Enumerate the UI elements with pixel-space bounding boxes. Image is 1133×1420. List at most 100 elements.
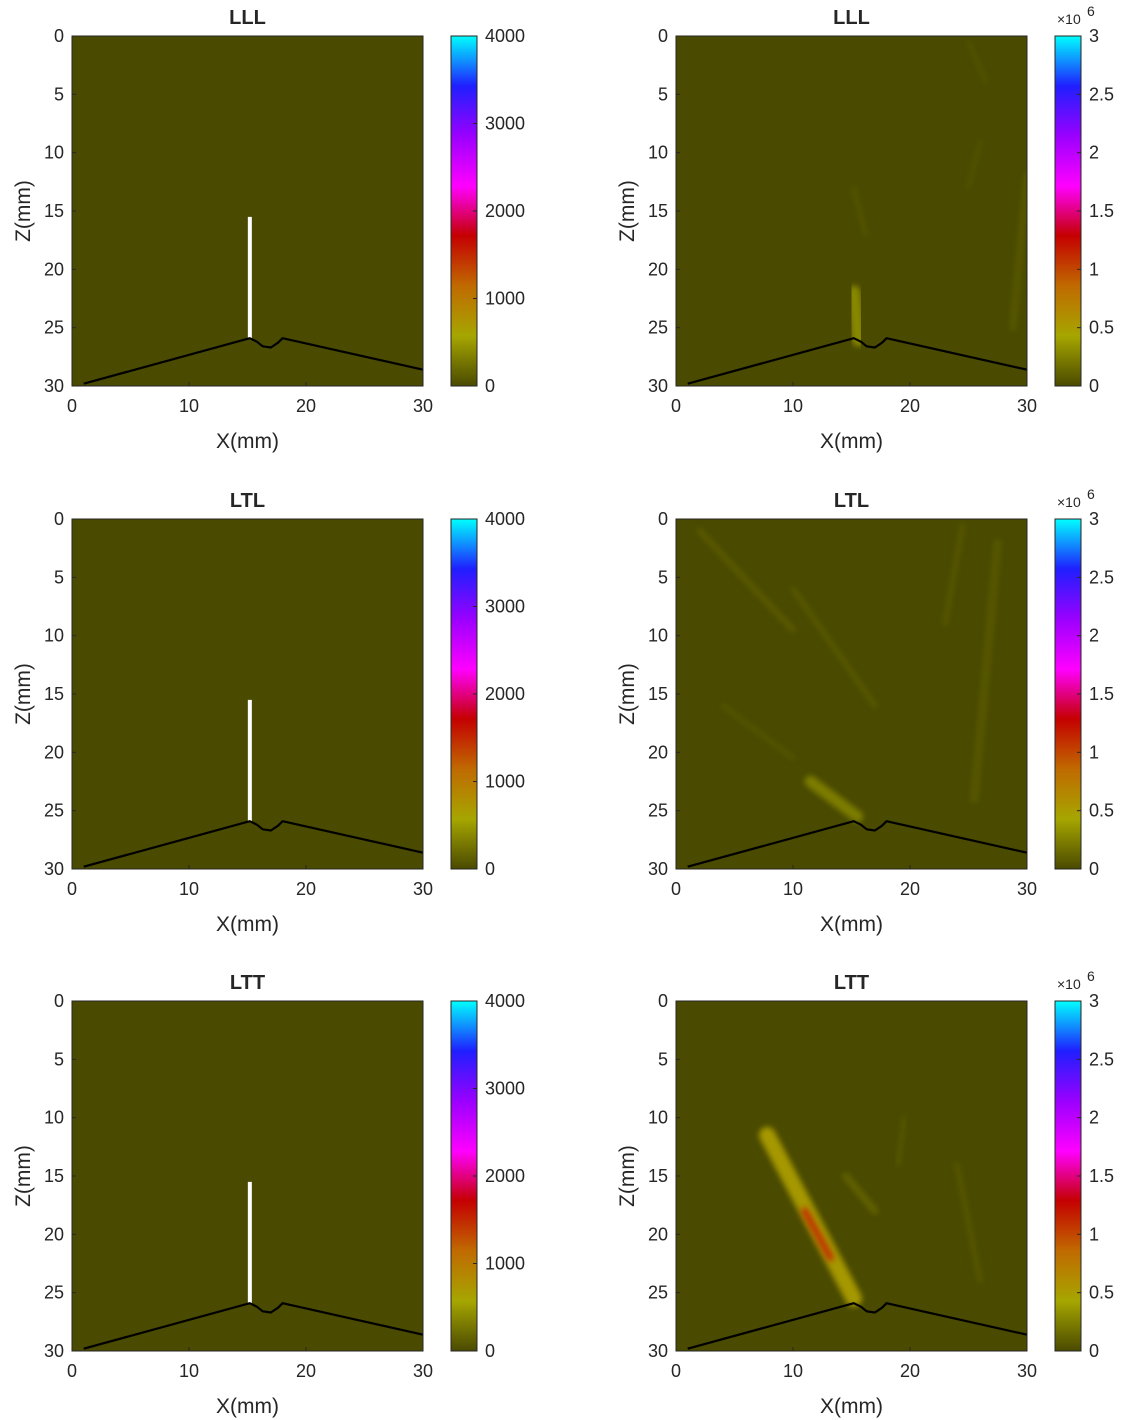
colorbar-tick-label: 4000 xyxy=(485,26,525,46)
x-tick-label: 20 xyxy=(900,879,920,899)
x-tick-label: 30 xyxy=(413,396,433,416)
intensity-streak xyxy=(842,1172,879,1215)
colorbar-tick-label: 0 xyxy=(485,1341,495,1361)
y-axis-label: Z(mm) xyxy=(616,663,639,725)
heatmap-field xyxy=(72,1001,423,1351)
colorbar-tick-label: 1000 xyxy=(485,772,525,792)
y-tick-label: 30 xyxy=(44,859,64,879)
intensity-streak xyxy=(801,1207,834,1262)
x-tick-label: 30 xyxy=(413,1361,433,1381)
interface-geometry xyxy=(83,337,424,385)
x-axis-label: X(mm) xyxy=(820,913,883,936)
x-tick-label: 10 xyxy=(179,396,199,416)
y-tick-label: 20 xyxy=(44,259,64,279)
x-tick-label: 10 xyxy=(783,879,803,899)
colorbar-tick-label: 1 xyxy=(1089,259,1099,279)
colorbar-exponent-base: ×10 xyxy=(1057,976,1081,992)
y-tick-label: 10 xyxy=(44,626,64,646)
heatmap-field xyxy=(72,36,423,386)
x-axis-label: X(mm) xyxy=(216,1395,279,1418)
x-tick-label: 20 xyxy=(296,879,316,899)
x-tick-label: 0 xyxy=(671,879,681,899)
x-tick-label: 10 xyxy=(179,879,199,899)
intensity-streak xyxy=(1009,172,1027,332)
colorbar-tick-label: 0 xyxy=(485,859,495,879)
y-tick-label: 10 xyxy=(648,626,668,646)
colorbar-tick-label: 2000 xyxy=(485,1166,525,1186)
y-tick-label: 0 xyxy=(658,509,668,529)
x-tick-label: 30 xyxy=(1017,1361,1037,1381)
y-tick-label: 15 xyxy=(44,201,64,221)
y-tick-label: 20 xyxy=(648,259,668,279)
colorbar-tick-label: 0 xyxy=(1089,376,1099,396)
y-tick-label: 15 xyxy=(44,684,64,704)
y-tick-label: 25 xyxy=(648,1283,668,1303)
y-tick-label: 15 xyxy=(648,1166,668,1186)
x-tick-label: 0 xyxy=(671,396,681,416)
x-axis-label: X(mm) xyxy=(216,913,279,936)
colorbar-tick-label: 0.5 xyxy=(1089,801,1114,821)
y-tick-label: 30 xyxy=(44,376,64,396)
y-tick-label: 20 xyxy=(648,1224,668,1244)
colorbar-tick-label: 2.5 xyxy=(1089,567,1114,587)
x-axis-label: X(mm) xyxy=(820,430,883,453)
intensity-streak xyxy=(696,527,796,633)
plot-title: LLL xyxy=(229,7,266,29)
x-tick-label: 20 xyxy=(900,396,920,416)
colorbar-tick-label: 0.5 xyxy=(1089,1283,1114,1303)
colorbar-tick-label: 0.5 xyxy=(1089,318,1114,338)
colorbar-tick-label: 1.5 xyxy=(1089,684,1114,704)
intensity-streak xyxy=(966,139,982,190)
colorbar-tick-label: 2 xyxy=(1089,143,1099,163)
colorbar-exponent-base: ×10 xyxy=(1057,494,1081,510)
colorbar-tick-label: 4000 xyxy=(485,509,525,529)
colorbar-tick-label: 1 xyxy=(1089,742,1099,762)
intensity-streak xyxy=(846,285,866,347)
y-tick-label: 20 xyxy=(648,742,668,762)
x-tick-label: 20 xyxy=(900,1361,920,1381)
heatmap-features xyxy=(759,1115,984,1307)
x-axis-label: X(mm) xyxy=(820,1395,883,1418)
y-tick-label: 5 xyxy=(54,1049,64,1069)
heatmap-features xyxy=(846,40,1027,347)
colorbar-exponent: ×10 6 xyxy=(1057,486,1095,510)
colorbar-tick-label: 2.5 xyxy=(1089,84,1114,104)
colorbar xyxy=(1054,518,1082,870)
y-tick-label: 5 xyxy=(54,84,64,104)
x-tick-label: 20 xyxy=(296,1361,316,1381)
y-tick-label: 20 xyxy=(44,742,64,762)
y-tick-label: 25 xyxy=(44,801,64,821)
x-tick-label: 0 xyxy=(671,1361,681,1381)
colorbar-tick-label: 0 xyxy=(1089,1341,1099,1361)
colorbar-tick-label: 0 xyxy=(1089,859,1099,879)
colorbar xyxy=(1054,1000,1082,1352)
colorbar-tick-label: 2000 xyxy=(485,684,525,704)
intensity-streak xyxy=(851,185,868,237)
colorbar-tick-label: 1 xyxy=(1089,1224,1099,1244)
interface-geometry xyxy=(687,820,1028,868)
y-tick-label: 10 xyxy=(648,1108,668,1128)
colorbar-tick-label: 2 xyxy=(1089,626,1099,646)
colorbar-tick-label: 1000 xyxy=(485,1254,525,1274)
colorbar-tick-label: 2000 xyxy=(485,201,525,221)
y-tick-label: 15 xyxy=(44,1166,64,1186)
colorbar-tick-label: 4000 xyxy=(485,991,525,1011)
colorbar-tick-label: 3000 xyxy=(485,597,525,617)
interface-geometry xyxy=(83,820,424,868)
intensity-streak xyxy=(970,538,1002,804)
x-axis-label: X(mm) xyxy=(216,430,279,453)
colorbar-tick-label: 0 xyxy=(485,376,495,396)
colorbar-tick-label: 3000 xyxy=(485,1079,525,1099)
plot-title: LLL xyxy=(833,7,870,29)
plot-title: LTL xyxy=(230,490,265,512)
x-tick-label: 20 xyxy=(296,396,316,416)
intensity-streak xyxy=(966,40,988,85)
y-axis-label: Z(mm) xyxy=(12,180,35,242)
colorbar-tick-label: 1000 xyxy=(485,289,525,309)
colorbar-tick-label: 3000 xyxy=(485,114,525,134)
x-tick-label: 0 xyxy=(67,396,77,416)
